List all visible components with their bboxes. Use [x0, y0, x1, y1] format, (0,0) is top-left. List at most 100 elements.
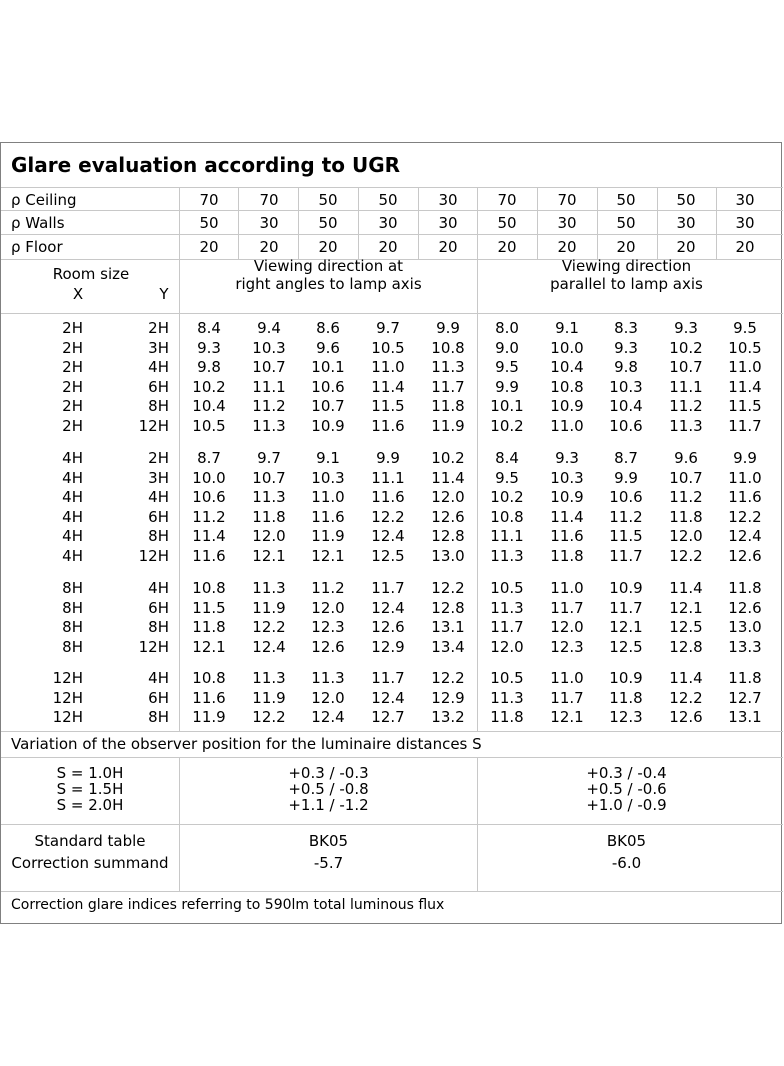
- ugr-value: 10.6: [192, 488, 226, 507]
- reflectance-value: 30: [676, 214, 696, 232]
- ugr-value: 13.0: [431, 547, 465, 565]
- ugr-value: 11.7: [371, 579, 405, 597]
- x-label: X: [72, 285, 84, 303]
- room-size-label: Room size: [52, 265, 130, 283]
- ugr-value: 9.3: [674, 319, 698, 337]
- room-y: 3H: [148, 468, 169, 487]
- ugr-value: 11.3: [490, 598, 524, 617]
- room-y: 4H: [148, 669, 169, 687]
- reflectance-value: 50: [318, 191, 338, 209]
- reflectance-value: 30: [735, 214, 755, 232]
- ugr-value: 13.2: [431, 708, 465, 727]
- ugr-value: 11.2: [669, 397, 703, 416]
- correction-summand-parallel: -6.0: [611, 854, 642, 872]
- reflectance-label: ρ Ceiling: [11, 191, 77, 209]
- ugr-value: 11.9: [252, 598, 286, 617]
- divider: [1, 757, 783, 758]
- room-x: 2H: [62, 377, 83, 396]
- ugr-glare-table: Glare evaluation according to UGR ρ Ceil…: [0, 142, 783, 924]
- ugr-value: 13.1: [431, 618, 465, 637]
- divider: [1, 210, 783, 211]
- ugr-value: 10.1: [311, 358, 345, 377]
- ugr-value: 9.4: [257, 319, 281, 337]
- table-title: Glare evaluation according to UGR: [11, 153, 401, 177]
- ugr-value: 12.3: [609, 708, 643, 727]
- cell-divider: [597, 187, 598, 259]
- ugr-value: 10.5: [371, 338, 405, 357]
- variation-right-angles: +1.1 / -1.2: [288, 796, 369, 814]
- reflectance-value: 20: [378, 238, 398, 256]
- reflectance-value: 50: [378, 191, 398, 209]
- ugr-value: 9.1: [316, 449, 340, 467]
- room-y: 6H: [148, 507, 169, 526]
- divider: [1, 313, 783, 314]
- reflectance-value: 50: [318, 214, 338, 232]
- reflectance-value: 20: [438, 238, 458, 256]
- ugr-value: 10.4: [192, 397, 226, 416]
- ugr-value: 11.5: [609, 527, 643, 546]
- ugr-value: 11.3: [252, 579, 286, 597]
- ugr-value: 10.9: [550, 397, 584, 416]
- ugr-value: 11.7: [490, 618, 524, 637]
- ugr-value: 11.4: [550, 507, 584, 526]
- ugr-value: 12.9: [371, 637, 405, 656]
- room-x: 8H: [62, 598, 83, 617]
- reflectance-value: 20: [259, 238, 279, 256]
- ugr-value: 10.1: [490, 397, 524, 416]
- ugr-value: 10.9: [550, 488, 584, 507]
- room-y: 12H: [138, 417, 169, 435]
- ugr-value: 9.6: [316, 338, 340, 357]
- ugr-value: 10.7: [311, 397, 345, 416]
- room-x: 8H: [62, 579, 83, 597]
- ugr-value: 12.2: [252, 708, 286, 727]
- ugr-value: 10.2: [669, 338, 703, 357]
- ugr-value: 11.3: [252, 488, 286, 507]
- ugr-value: 10.0: [550, 338, 584, 357]
- reflectance-label: ρ Floor: [11, 238, 63, 256]
- cell-divider: [298, 187, 299, 259]
- room-y: 6H: [148, 377, 169, 396]
- ugr-value: 11.8: [252, 507, 286, 526]
- reflectance-value: 20: [616, 238, 636, 256]
- ugr-value: 8.6: [316, 319, 340, 337]
- ugr-value: 11.3: [252, 669, 286, 687]
- ugr-value: 11.0: [311, 488, 345, 507]
- ugr-value: 11.7: [431, 377, 465, 396]
- ugr-value: 10.8: [192, 669, 226, 687]
- ugr-value: 11.4: [669, 579, 703, 597]
- cell-divider: [657, 187, 658, 259]
- ugr-value: 13.4: [431, 637, 465, 656]
- ugr-value: 12.1: [252, 547, 286, 565]
- room-x: 12H: [52, 669, 83, 687]
- ugr-value: 12.6: [311, 637, 345, 656]
- ugr-value: 11.9: [252, 688, 286, 707]
- variation-label: S = 1.0H: [56, 764, 124, 782]
- room-x: 4H: [62, 527, 83, 546]
- ugr-value: 10.5: [728, 338, 762, 357]
- ugr-value: 9.7: [257, 449, 281, 467]
- ugr-value: 10.5: [192, 417, 226, 435]
- ugr-value: 12.2: [431, 669, 465, 687]
- ugr-value: 13.0: [728, 618, 762, 637]
- ugr-value: 9.5: [495, 358, 519, 377]
- ugr-value: 10.7: [669, 358, 703, 377]
- ugr-value: 11.0: [371, 358, 405, 377]
- ugr-value: 9.8: [197, 358, 221, 377]
- standard-table-parallel: BK05: [606, 832, 647, 850]
- ugr-value: 11.7: [609, 598, 643, 617]
- ugr-value: 11.2: [252, 397, 286, 416]
- ugr-value: 10.9: [311, 417, 345, 435]
- room-x: 2H: [62, 338, 83, 357]
- ugr-value: 9.9: [733, 449, 757, 467]
- variation-parallel: +0.3 / -0.4: [586, 764, 667, 782]
- ugr-value: 9.9: [436, 319, 460, 337]
- ugr-value: 10.2: [431, 449, 465, 467]
- room-y: 12H: [138, 637, 169, 656]
- direction-parallel-line2: parallel to lamp axis: [550, 275, 703, 293]
- room-x: 4H: [62, 449, 83, 467]
- ugr-value: 11.6: [192, 547, 226, 565]
- room-x: 2H: [62, 358, 83, 377]
- reflectance-value: 30: [735, 191, 755, 209]
- footer-note: Correction glare indices referring to 59…: [11, 897, 445, 913]
- ugr-value: 10.2: [490, 488, 524, 507]
